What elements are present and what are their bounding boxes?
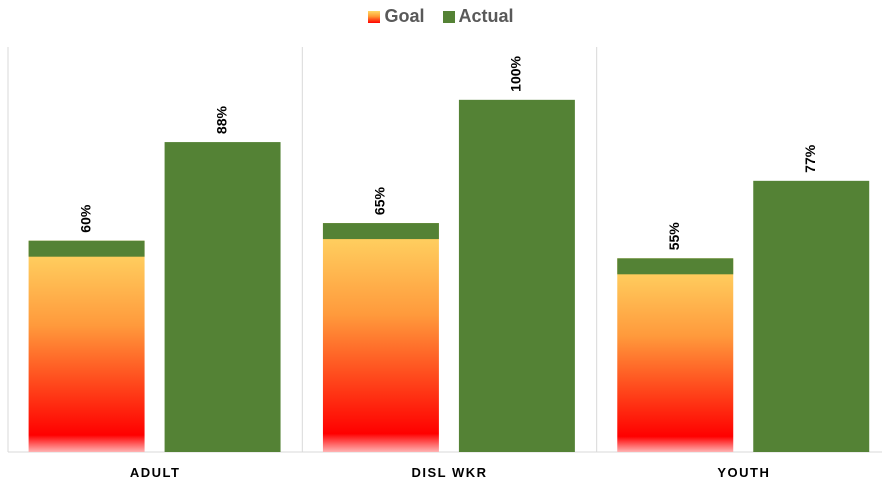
goal-bar-cap — [322, 223, 439, 240]
legend-item-goal: Goal — [368, 6, 425, 27]
goal-bar — [617, 258, 734, 452]
actual-data-label: 88% — [213, 106, 229, 135]
legend-item-actual: Actual — [442, 6, 514, 27]
legend-label-goal: Goal — [384, 6, 425, 26]
legend-swatch-goal — [368, 10, 381, 23]
goal-bar-cap — [617, 258, 734, 275]
legend-label-actual: Actual — [458, 6, 514, 26]
goal-data-label: 65% — [372, 187, 388, 216]
category-label: YOUTH — [717, 465, 770, 480]
legend: Goal Actual — [0, 6, 882, 27]
goal-bar — [322, 223, 439, 452]
actual-data-label: 77% — [802, 144, 818, 173]
actual-bar — [164, 142, 281, 452]
category-label: DISL WKR — [411, 465, 487, 480]
actual-bar — [753, 180, 870, 452]
goal-bar-cap — [28, 240, 145, 257]
goal-data-label: 60% — [77, 204, 93, 233]
goal-data-label: 55% — [666, 222, 682, 251]
actual-data-label: 100% — [508, 55, 524, 91]
category-label: ADULT — [130, 465, 181, 480]
legend-swatch-actual — [442, 10, 455, 23]
actual-bar — [458, 99, 575, 453]
goal-bar — [28, 240, 145, 452]
